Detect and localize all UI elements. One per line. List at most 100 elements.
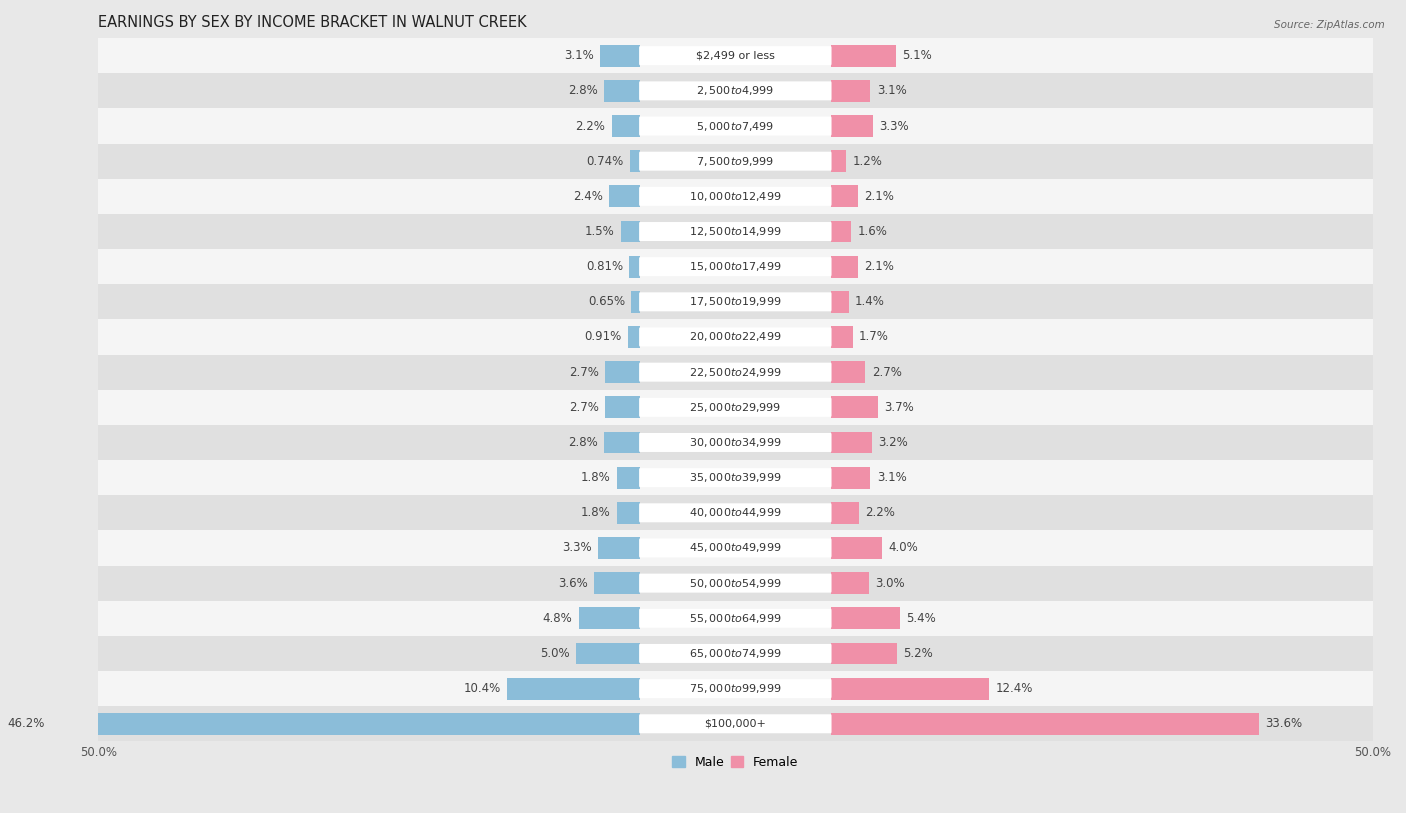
FancyBboxPatch shape — [640, 363, 831, 381]
Text: 1.6%: 1.6% — [858, 225, 887, 238]
Bar — [831, 115, 873, 137]
FancyBboxPatch shape — [640, 609, 831, 628]
FancyBboxPatch shape — [640, 257, 831, 276]
Bar — [98, 425, 1372, 460]
Bar — [98, 214, 1372, 249]
Text: 5.1%: 5.1% — [903, 50, 932, 62]
Bar — [593, 572, 640, 594]
Bar — [606, 397, 640, 418]
Text: $7,500 to $9,999: $7,500 to $9,999 — [696, 154, 775, 167]
Bar — [831, 150, 846, 172]
Bar — [831, 502, 859, 524]
FancyBboxPatch shape — [640, 152, 831, 171]
Bar — [98, 601, 1372, 636]
FancyBboxPatch shape — [640, 715, 831, 733]
Bar — [598, 537, 640, 559]
Bar — [831, 642, 897, 664]
Text: 0.81%: 0.81% — [586, 260, 623, 273]
Bar — [98, 566, 1372, 601]
Text: 2.2%: 2.2% — [575, 120, 606, 133]
Bar — [831, 361, 865, 383]
Bar — [98, 320, 1372, 354]
Text: $20,000 to $22,499: $20,000 to $22,499 — [689, 331, 782, 344]
Text: 3.2%: 3.2% — [879, 436, 908, 449]
Text: $40,000 to $44,999: $40,000 to $44,999 — [689, 506, 782, 520]
Legend: Male, Female: Male, Female — [666, 750, 803, 774]
Bar — [831, 572, 869, 594]
Bar — [631, 291, 640, 313]
FancyBboxPatch shape — [640, 503, 831, 522]
Text: 3.0%: 3.0% — [876, 576, 905, 589]
Bar — [831, 537, 882, 559]
Text: 5.4%: 5.4% — [905, 612, 936, 625]
Text: 2.2%: 2.2% — [865, 506, 896, 520]
Bar — [98, 389, 1372, 425]
Text: 0.65%: 0.65% — [588, 295, 626, 308]
Bar — [831, 397, 879, 418]
FancyBboxPatch shape — [640, 81, 831, 100]
Text: 2.4%: 2.4% — [572, 190, 603, 202]
Bar — [98, 249, 1372, 285]
Bar — [98, 636, 1372, 671]
Bar — [831, 256, 858, 277]
Bar — [831, 80, 870, 102]
Text: 2.1%: 2.1% — [865, 260, 894, 273]
Bar — [98, 73, 1372, 108]
Text: 3.6%: 3.6% — [558, 576, 588, 589]
Bar — [831, 220, 851, 242]
Text: 4.8%: 4.8% — [543, 612, 572, 625]
FancyBboxPatch shape — [640, 679, 831, 698]
Bar — [831, 607, 900, 629]
Bar — [605, 80, 640, 102]
Text: 5.2%: 5.2% — [904, 647, 934, 660]
Bar — [508, 678, 640, 699]
Bar — [98, 530, 1372, 566]
Text: 1.4%: 1.4% — [855, 295, 884, 308]
Text: 3.7%: 3.7% — [884, 401, 914, 414]
Text: $50,000 to $54,999: $50,000 to $54,999 — [689, 576, 782, 589]
Text: $100,000+: $100,000+ — [704, 719, 766, 728]
FancyBboxPatch shape — [640, 328, 831, 346]
Text: 2.1%: 2.1% — [865, 190, 894, 202]
Bar — [831, 185, 858, 207]
Bar — [51, 713, 640, 735]
Bar — [617, 467, 640, 489]
FancyBboxPatch shape — [640, 433, 831, 452]
Bar — [98, 671, 1372, 706]
Bar — [831, 678, 988, 699]
Text: 2.7%: 2.7% — [569, 401, 599, 414]
Text: $45,000 to $49,999: $45,000 to $49,999 — [689, 541, 782, 554]
Text: 3.3%: 3.3% — [561, 541, 592, 554]
Text: 3.1%: 3.1% — [877, 472, 907, 485]
Text: 1.5%: 1.5% — [585, 225, 614, 238]
Bar — [98, 354, 1372, 389]
Text: 0.74%: 0.74% — [586, 154, 624, 167]
FancyBboxPatch shape — [640, 187, 831, 206]
Text: $35,000 to $39,999: $35,000 to $39,999 — [689, 472, 782, 485]
Text: $2,500 to $4,999: $2,500 to $4,999 — [696, 85, 775, 98]
FancyBboxPatch shape — [640, 293, 831, 311]
Bar — [98, 495, 1372, 530]
Bar — [617, 502, 640, 524]
Text: 33.6%: 33.6% — [1265, 717, 1302, 730]
FancyBboxPatch shape — [640, 574, 831, 593]
Text: 1.8%: 1.8% — [581, 472, 610, 485]
Bar — [98, 38, 1372, 73]
Bar — [831, 467, 870, 489]
Text: 2.8%: 2.8% — [568, 436, 598, 449]
Text: 2.8%: 2.8% — [568, 85, 598, 98]
FancyBboxPatch shape — [640, 116, 831, 136]
FancyBboxPatch shape — [640, 398, 831, 417]
Text: $55,000 to $64,999: $55,000 to $64,999 — [689, 612, 782, 625]
Bar — [831, 45, 896, 67]
Text: 2.7%: 2.7% — [872, 366, 901, 379]
Text: 1.7%: 1.7% — [859, 331, 889, 344]
Bar — [831, 326, 852, 348]
Bar — [98, 108, 1372, 144]
Bar — [579, 607, 640, 629]
Bar — [98, 179, 1372, 214]
Text: $15,000 to $17,499: $15,000 to $17,499 — [689, 260, 782, 273]
Text: 5.0%: 5.0% — [540, 647, 569, 660]
Text: Source: ZipAtlas.com: Source: ZipAtlas.com — [1274, 20, 1385, 30]
Bar — [630, 150, 640, 172]
